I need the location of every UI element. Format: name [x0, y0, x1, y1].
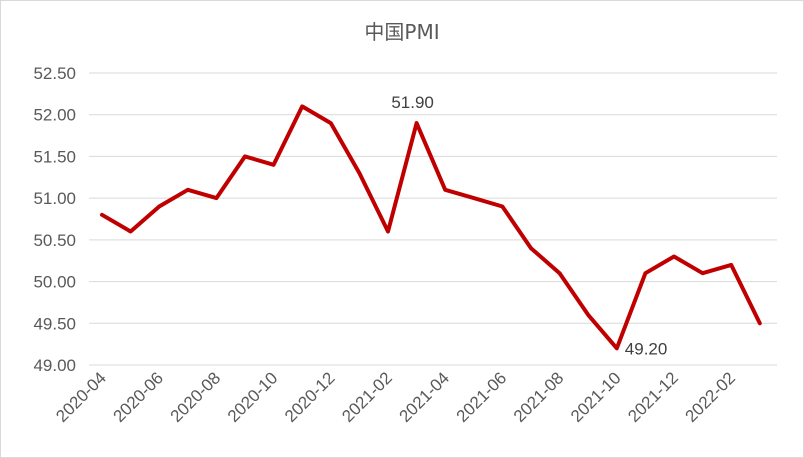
series-line	[100, 104, 762, 351]
series-layer	[100, 104, 762, 351]
x-tick-label: 2021-06	[453, 368, 511, 426]
y-tick-label: 52.50	[33, 64, 76, 83]
data-label: 51.90	[391, 93, 434, 112]
data-label: 49.20	[625, 339, 668, 358]
y-axis-ticks: 49.00 49.50 50.00 50.50 51.00 51.50 52.00 52.50	[33, 64, 76, 375]
x-tick-label: 2020-08	[167, 368, 225, 426]
y-tick-label: 51.00	[33, 189, 76, 208]
x-tick-label: 2021-10	[567, 368, 625, 426]
x-tick-label: 2020-04	[52, 368, 110, 426]
x-tick-label: 2021-08	[510, 368, 568, 426]
x-tick-label: 2020-12	[281, 368, 339, 426]
data-labels: 51.90 49.20	[391, 93, 667, 358]
y-tick-label: 49.50	[33, 314, 76, 333]
x-axis-ticks: 2020-04 2020-06 2020-08 2020-10 2020-12 2021-…	[52, 368, 739, 426]
chart-title: 中国PMI	[364, 20, 439, 44]
y-tick-label: 51.50	[33, 147, 76, 166]
y-tick-label: 49.00	[33, 356, 76, 375]
x-tick-label: 2022-02	[681, 368, 739, 426]
x-tick-label: 2020-06	[109, 368, 167, 426]
x-tick-label: 2020-10	[224, 368, 282, 426]
x-tick-label: 2021-02	[338, 368, 396, 426]
gridlines	[89, 72, 777, 366]
y-tick-label: 50.00	[33, 273, 76, 292]
x-tick-label: 2021-12	[624, 368, 682, 426]
x-tick-label: 2021-04	[395, 368, 453, 426]
y-tick-label: 52.00	[33, 106, 76, 125]
y-tick-label: 50.50	[33, 231, 76, 250]
